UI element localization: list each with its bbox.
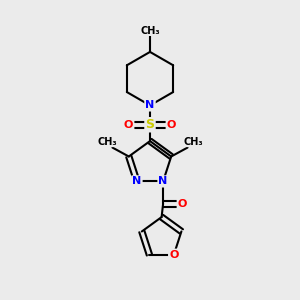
Text: O: O bbox=[169, 250, 178, 260]
Text: CH₃: CH₃ bbox=[97, 136, 117, 147]
Text: O: O bbox=[167, 120, 176, 130]
Text: CH₃: CH₃ bbox=[140, 26, 160, 35]
Text: N: N bbox=[158, 176, 168, 186]
Text: CH₃: CH₃ bbox=[183, 136, 203, 147]
Text: O: O bbox=[178, 199, 187, 209]
Text: O: O bbox=[124, 120, 133, 130]
Text: S: S bbox=[146, 118, 154, 131]
Text: N: N bbox=[146, 100, 154, 110]
Text: N: N bbox=[132, 176, 142, 186]
